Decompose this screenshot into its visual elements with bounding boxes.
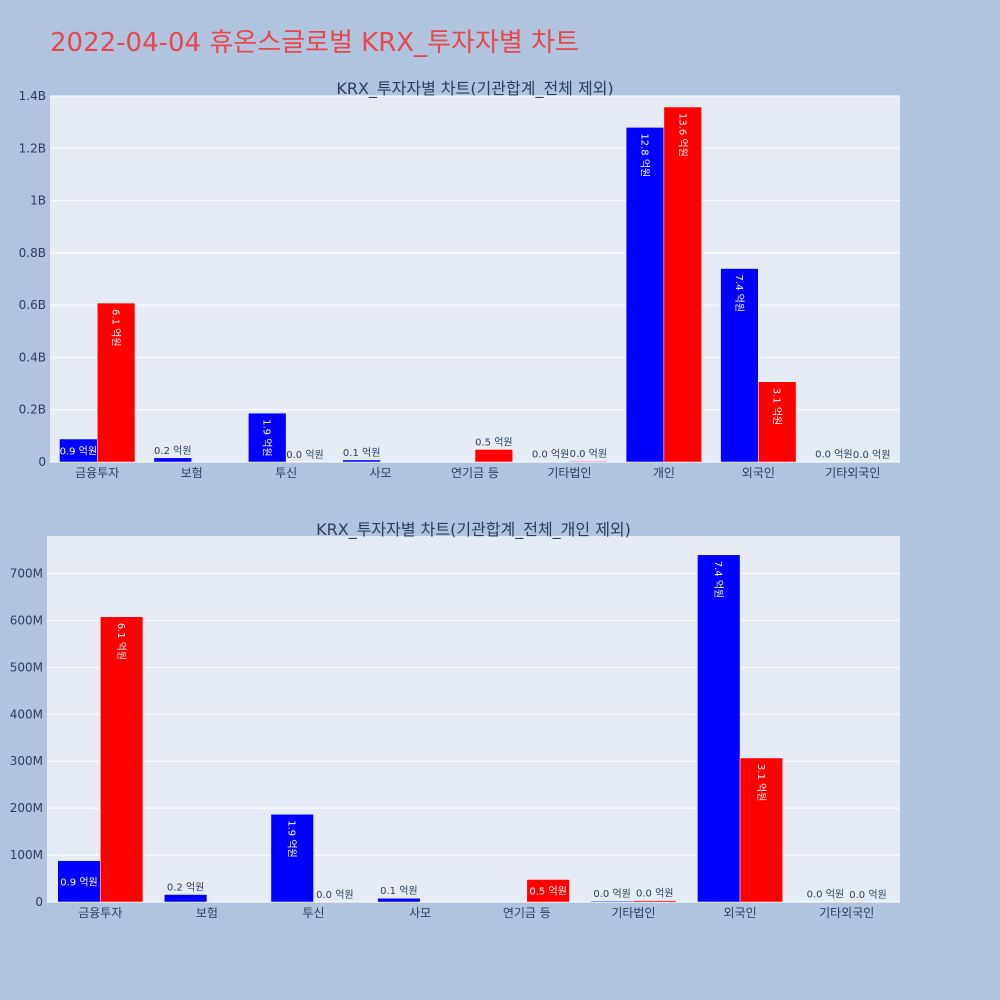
chart-title: KRX_투자자별 차트(기관합계_전체_개인 제외) xyxy=(316,520,631,540)
x-tick-label: 기타외국인 xyxy=(819,906,874,920)
chart-title: KRX_투자자별 차트(기관합계_전체 제외) xyxy=(336,79,613,99)
data-label: 0.1 억원 xyxy=(343,447,380,459)
bar xyxy=(270,814,314,903)
y-tick-label: 600M xyxy=(10,613,43,627)
y-tick-label: 0 xyxy=(38,455,46,469)
data-label: 3.1 억원 xyxy=(755,764,767,801)
data-label: 1.9 억원 xyxy=(261,419,273,456)
y-tick-label: 1.4B xyxy=(19,89,46,103)
x-tick-label: 금융투자 xyxy=(78,906,122,920)
chart-top: KRX_투자자별 차트(기관합계_전체 제외) 0 0.2B 0.4B 0.6B 0.8B… xyxy=(19,79,900,480)
x-tick-label: 기타외국인 xyxy=(825,466,880,480)
bar xyxy=(758,381,797,463)
bar xyxy=(526,879,570,903)
y-tick-label: 300M xyxy=(10,754,43,768)
x-tick-label: 외국인 xyxy=(724,906,757,920)
x-tick-label: 연기금 등 xyxy=(451,466,499,480)
y-tick-label: 500M xyxy=(10,660,43,674)
bar xyxy=(720,268,759,463)
bar xyxy=(153,457,192,463)
data-label: 0.5 억원 xyxy=(475,436,512,448)
data-label: 7.4 억원 xyxy=(712,561,724,598)
chart-bottom: KRX_투자자별 차트(기관합계_전체_개인 제외) 0 100M 200M 300M 4… xyxy=(10,520,900,920)
page-title: 2022-04-04 휴온스글로벌 KRX_투자자별 차트 xyxy=(50,28,579,58)
data-label: 0.0 억원 xyxy=(532,448,569,460)
x-tick-label: 사모 xyxy=(370,466,392,480)
data-label: 0.9 억원 xyxy=(60,445,97,457)
y-tick-label: 0.6B xyxy=(19,298,46,312)
data-label: 0.0 억원 xyxy=(593,888,630,900)
bar xyxy=(739,757,783,903)
bar xyxy=(663,106,702,463)
data-label: 1.9 억원 xyxy=(286,820,298,857)
data-label: 0.0 억원 xyxy=(807,889,844,901)
data-label: 13.6 억원 xyxy=(676,113,688,157)
y-tick-label: 0.2B xyxy=(19,403,46,417)
data-label: 12.8 억원 xyxy=(639,133,651,177)
x-tick-label: 외국인 xyxy=(742,466,775,480)
bar xyxy=(342,459,381,463)
data-label: 0.2 억원 xyxy=(154,445,191,457)
y-tick-label: 0.8B xyxy=(19,246,46,260)
x-tick-label: 기타법인 xyxy=(547,466,591,480)
x-tick-label: 기타법인 xyxy=(611,906,655,920)
y-tick-label: 100M xyxy=(10,848,43,862)
y-tick-label: 200M xyxy=(10,801,43,815)
data-label: 0.9 억원 xyxy=(60,876,97,888)
bar xyxy=(590,900,634,903)
x-tick-label: 투신 xyxy=(303,906,325,920)
bar xyxy=(474,449,514,463)
x-tick-label: 투신 xyxy=(275,466,297,480)
x-tick-label: 금융투자 xyxy=(75,466,119,480)
x-tick-label: 보험 xyxy=(196,906,218,920)
bar xyxy=(96,302,136,463)
data-label: 0.5 억원 xyxy=(529,886,566,898)
y-tick-label: 0.4B xyxy=(19,350,46,364)
x-tick-label: 연기금 등 xyxy=(503,906,551,920)
bar xyxy=(164,894,208,903)
y-tick-label: 1.2B xyxy=(19,141,46,155)
bar xyxy=(100,616,144,903)
data-label: 6.1 억원 xyxy=(115,623,127,660)
x-tick-label: 보험 xyxy=(181,466,203,480)
data-label: 0.1 억원 xyxy=(380,885,417,897)
data-label: 3.1 억원 xyxy=(771,388,783,425)
bar xyxy=(633,900,677,903)
data-label: 7.4 억원 xyxy=(733,275,745,312)
bar xyxy=(697,554,741,903)
bar xyxy=(531,461,570,463)
data-label: 0.0 억원 xyxy=(316,889,353,901)
data-label: 0.0 억원 xyxy=(849,889,886,901)
bar xyxy=(377,897,421,903)
y-tick-label: 0 xyxy=(35,895,43,909)
data-label: 0.0 억원 xyxy=(853,449,890,461)
bar xyxy=(569,460,608,463)
x-tick-label: 개인 xyxy=(653,466,675,480)
data-label: 0.0 억원 xyxy=(815,449,852,461)
y-tick-label: 700M xyxy=(10,567,43,581)
y-tick-label: 400M xyxy=(10,707,43,721)
y-tick-label: 1B xyxy=(30,194,46,208)
data-label: 0.2 억원 xyxy=(167,881,204,893)
bar xyxy=(248,412,287,463)
data-label: 0.0 억원 xyxy=(570,448,607,460)
bar xyxy=(625,127,665,463)
data-label: 0.0 억원 xyxy=(286,449,323,461)
data-label: 6.1 억원 xyxy=(110,309,122,346)
data-label: 0.0 억원 xyxy=(636,888,673,900)
x-tick-label: 사모 xyxy=(409,906,431,920)
